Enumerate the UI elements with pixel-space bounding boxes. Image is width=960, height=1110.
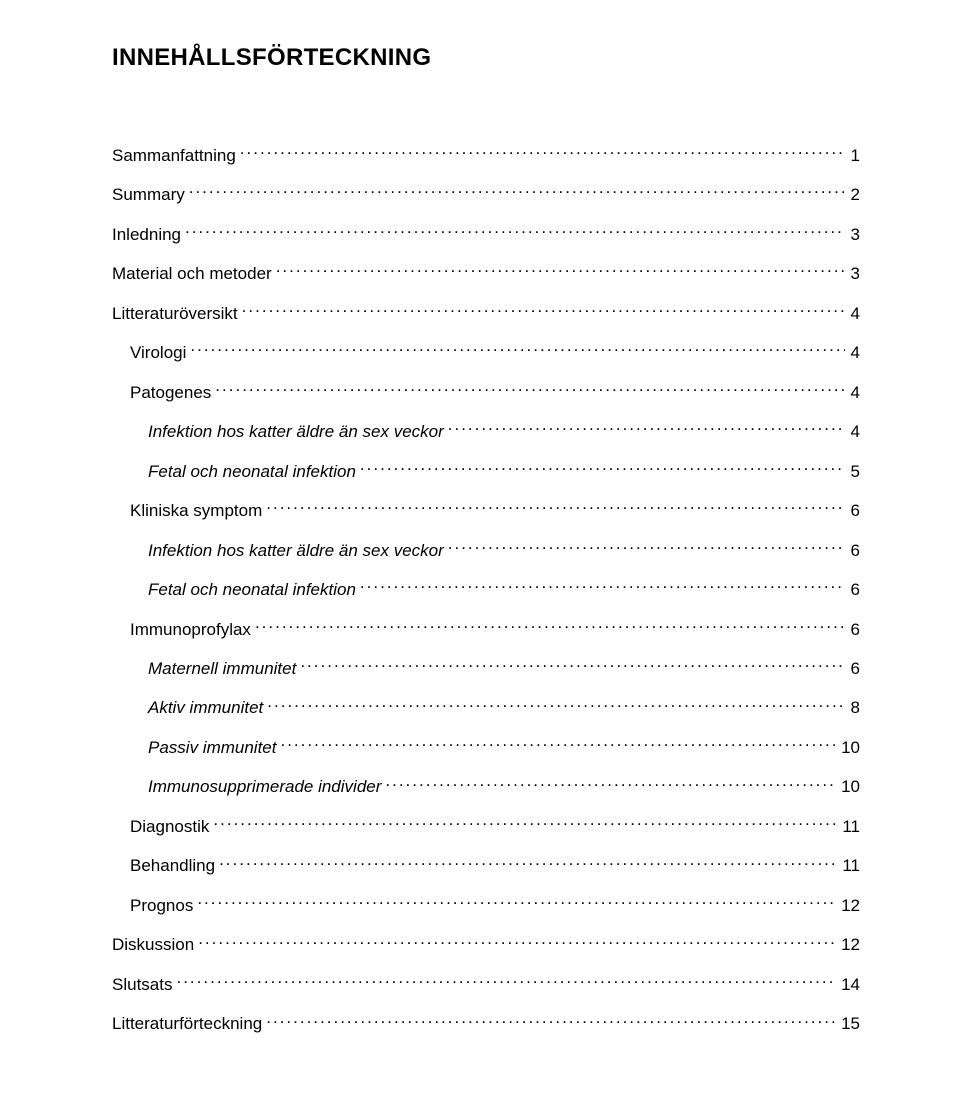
- toc-entry-label: Inledning: [112, 223, 185, 247]
- toc-entry: Material och metoder 3: [112, 260, 860, 285]
- toc-entry-label: Prognos: [130, 894, 197, 918]
- toc-leader-dots: [219, 853, 836, 872]
- toc-entry: Slutsats 14: [112, 971, 860, 996]
- toc-leader-dots: [198, 932, 835, 951]
- toc-entry: Infektion hos katter äldre än sex veckor…: [112, 418, 860, 443]
- toc-entry-label: Fetal och neonatal infektion: [148, 460, 360, 484]
- toc-entry-label: Litteraturöversikt: [112, 302, 242, 326]
- toc-entry-label: Diagnostik: [130, 815, 213, 839]
- toc-entry-page: 4: [845, 420, 860, 444]
- toc-entry: Infektion hos katter äldre än sex veckor…: [112, 537, 860, 562]
- toc-entry: Diskussion 12: [112, 932, 860, 957]
- toc-entry-label: Patogenes: [130, 381, 215, 405]
- toc-leader-dots: [300, 655, 844, 674]
- toc-entry: Fetal och neonatal infektion 5: [112, 458, 860, 483]
- toc-entry-page: 6: [845, 657, 860, 681]
- toc-entry-label: Immunoprofylax: [130, 618, 255, 642]
- toc-entry-page: 5: [845, 460, 860, 484]
- toc-leader-dots: [190, 339, 844, 358]
- toc-entry-page: 8: [845, 696, 860, 720]
- toc-entry-page: 11: [836, 854, 860, 878]
- toc-entry-page: 3: [845, 262, 860, 286]
- toc-leader-dots: [360, 576, 845, 595]
- document-page: INNEHÅLLSFÖRTECKNING Sammanfattning 1 Summ…: [0, 0, 960, 1110]
- toc-leader-dots: [448, 418, 845, 437]
- toc-entry-page: 4: [845, 341, 860, 365]
- toc-entry: Virologi 4: [112, 339, 860, 364]
- toc-entry-label: Kliniska symptom: [130, 499, 266, 523]
- toc-entry: Maternell immunitet 6: [112, 655, 860, 680]
- toc-entry-label: Material och metoder: [112, 262, 276, 286]
- toc-entry-page: 3: [845, 223, 860, 247]
- toc-entry-page: 10: [835, 775, 860, 799]
- toc-leader-dots: [189, 181, 845, 200]
- toc-entry-label: Sammanfattning: [112, 144, 240, 168]
- toc-heading: INNEHÅLLSFÖRTECKNING: [112, 44, 860, 72]
- toc-leader-dots: [242, 300, 845, 319]
- toc-entry-label: Behandling: [130, 854, 219, 878]
- toc-entry-label: Aktiv immunitet: [148, 696, 267, 720]
- toc-leader-dots: [215, 379, 844, 398]
- toc-list: Sammanfattning1Summary2Inledning3Materia…: [112, 142, 860, 1036]
- toc-entry-page: 6: [845, 539, 860, 563]
- toc-leader-dots: [448, 537, 845, 556]
- toc-entry: Diagnostik 11: [112, 813, 860, 838]
- toc-entry: Patogenes 4: [112, 379, 860, 404]
- toc-leader-dots: [385, 774, 835, 793]
- toc-leader-dots: [280, 734, 835, 753]
- toc-entry: Litteraturförteckning 15: [112, 1011, 860, 1036]
- toc-leader-dots: [176, 971, 835, 990]
- toc-entry-page: 4: [845, 302, 860, 326]
- toc-entry: Kliniska symptom 6: [112, 497, 860, 522]
- toc-entry-label: Summary: [112, 183, 189, 207]
- toc-entry-page: 2: [845, 183, 860, 207]
- toc-leader-dots: [267, 695, 844, 714]
- toc-entry-page: 6: [845, 578, 860, 602]
- toc-entry-page: 4: [845, 381, 860, 405]
- toc-entry-label: Virologi: [130, 341, 190, 365]
- toc-entry: Aktiv immunitet 8: [112, 695, 860, 720]
- toc-entry: Fetal och neonatal infektion 6: [112, 576, 860, 601]
- toc-entry-page: 11: [836, 815, 860, 839]
- toc-entry-label: Litteraturförteckning: [112, 1012, 266, 1036]
- toc-entry-label: Passiv immunitet: [148, 736, 280, 760]
- toc-entry: Immunosupprimerade individer 10: [112, 774, 860, 799]
- toc-leader-dots: [240, 142, 845, 161]
- toc-entry: Litteraturöversikt 4: [112, 300, 860, 325]
- toc-entry-label: Fetal och neonatal infektion: [148, 578, 360, 602]
- toc-entry: Summary 2: [112, 181, 860, 206]
- toc-entry: Prognos 12: [112, 892, 860, 917]
- toc-entry-page: 12: [835, 933, 860, 957]
- toc-entry-label: Slutsats: [112, 973, 176, 997]
- toc-entry-page: 12: [835, 894, 860, 918]
- toc-entry: Passiv immunitet 10: [112, 734, 860, 759]
- toc-entry-label: Diskussion: [112, 933, 198, 957]
- toc-entry-label: Infektion hos katter äldre än sex veckor: [148, 539, 448, 563]
- toc-entry-page: 15: [835, 1012, 860, 1036]
- toc-leader-dots: [197, 892, 835, 911]
- toc-leader-dots: [266, 497, 844, 516]
- toc-leader-dots: [185, 221, 845, 240]
- toc-entry-page: 14: [835, 973, 860, 997]
- toc-leader-dots: [213, 813, 836, 832]
- toc-entry-page: 10: [835, 736, 860, 760]
- toc-leader-dots: [255, 616, 845, 635]
- toc-entry: Inledning 3: [112, 221, 860, 246]
- toc-entry-page: 6: [845, 618, 860, 642]
- toc-entry-label: Infektion hos katter äldre än sex veckor: [148, 420, 448, 444]
- toc-leader-dots: [266, 1011, 835, 1030]
- toc-entry-label: Immunosupprimerade individer: [148, 775, 385, 799]
- toc-entry-label: Maternell immunitet: [148, 657, 300, 681]
- toc-entry-page: 6: [845, 499, 860, 523]
- toc-entry-page: 1: [845, 144, 860, 168]
- toc-entry: Immunoprofylax 6: [112, 616, 860, 641]
- toc-leader-dots: [276, 260, 845, 279]
- toc-entry: Sammanfattning 1: [112, 142, 860, 167]
- toc-entry: Behandling 11: [112, 853, 860, 878]
- toc-leader-dots: [360, 458, 845, 477]
